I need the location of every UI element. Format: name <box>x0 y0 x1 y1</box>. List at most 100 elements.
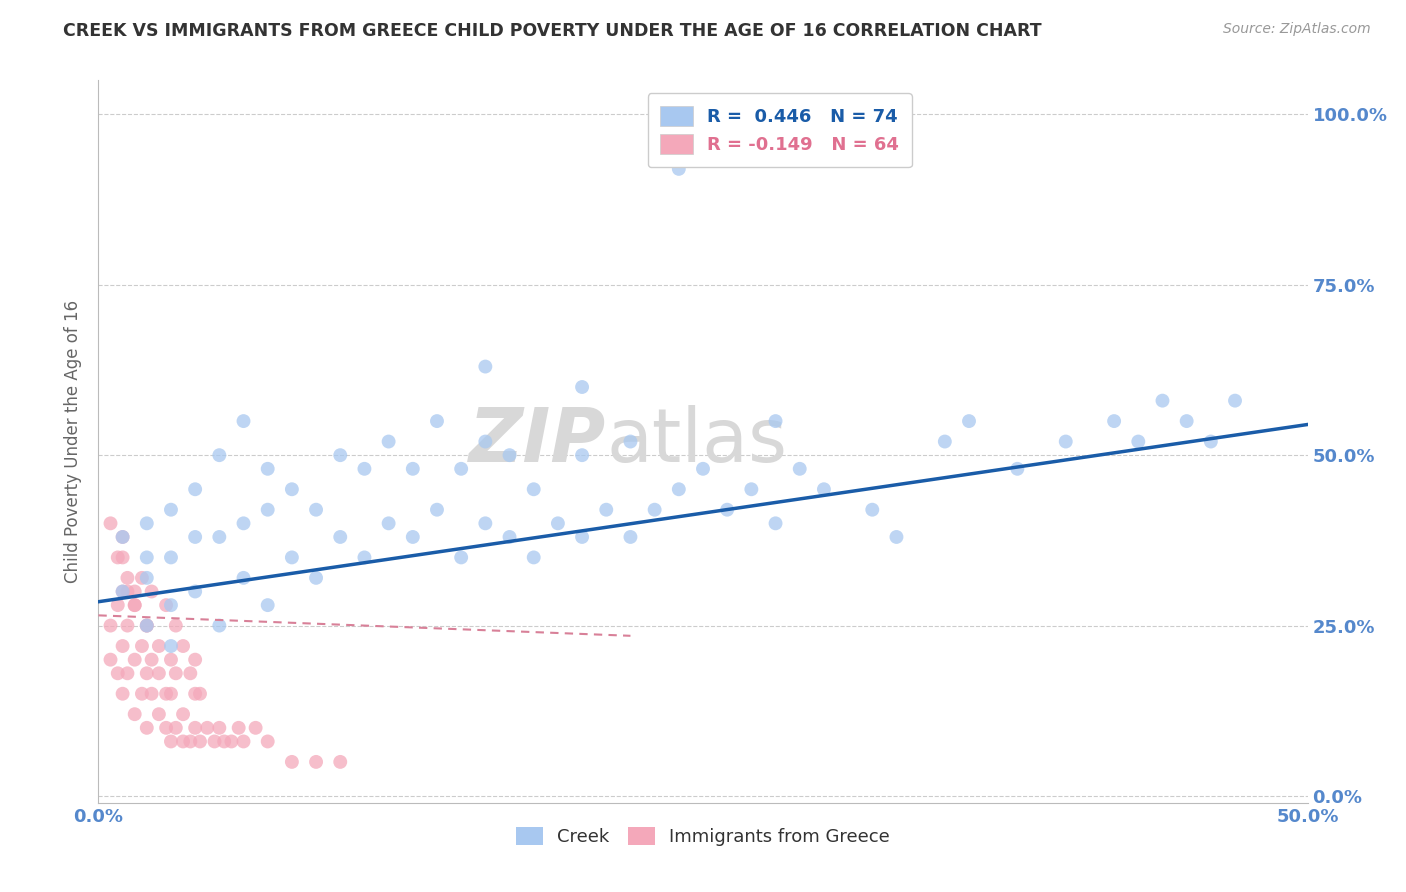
Legend: Creek, Immigrants from Greece: Creek, Immigrants from Greece <box>508 818 898 855</box>
Point <box>111 530 134 544</box>
Point <box>571 448 593 462</box>
Point <box>208 721 231 735</box>
Point <box>160 653 183 667</box>
Point <box>107 598 129 612</box>
Point <box>1152 393 1174 408</box>
Point <box>256 502 278 516</box>
Point <box>165 666 187 681</box>
Point <box>1199 434 1222 449</box>
Point <box>281 755 304 769</box>
Point <box>204 734 226 748</box>
Point <box>111 584 134 599</box>
Point <box>188 687 211 701</box>
Point <box>195 721 218 735</box>
Point <box>765 516 787 531</box>
Point <box>934 434 956 449</box>
Point <box>141 653 163 667</box>
Point <box>135 618 157 632</box>
Point <box>957 414 980 428</box>
Point <box>131 639 153 653</box>
Point <box>179 666 201 681</box>
Point <box>107 666 129 681</box>
Point <box>184 687 207 701</box>
Point <box>232 571 254 585</box>
Point <box>813 482 835 496</box>
Point <box>1054 434 1077 449</box>
Point <box>716 502 738 516</box>
Point <box>155 721 177 735</box>
Point <box>111 687 134 701</box>
Point <box>212 734 235 748</box>
Point <box>498 530 520 544</box>
Point <box>172 734 194 748</box>
Point <box>450 550 472 565</box>
Point <box>160 550 183 565</box>
Point <box>619 434 641 449</box>
Point <box>353 550 375 565</box>
Point <box>353 462 375 476</box>
Point <box>498 448 520 462</box>
Point <box>135 618 157 632</box>
Text: atlas: atlas <box>606 405 787 478</box>
Point <box>208 448 231 462</box>
Point <box>184 530 207 544</box>
Point <box>117 571 139 585</box>
Point <box>668 161 690 176</box>
Point <box>305 502 328 516</box>
Point <box>474 434 496 449</box>
Point <box>124 707 146 722</box>
Point <box>281 550 304 565</box>
Point <box>124 598 146 612</box>
Point <box>172 639 194 653</box>
Point <box>111 530 134 544</box>
Point <box>165 721 187 735</box>
Point <box>305 755 328 769</box>
Point <box>523 482 546 496</box>
Point <box>245 721 267 735</box>
Point <box>426 502 449 516</box>
Point <box>131 687 153 701</box>
Point <box>100 516 122 531</box>
Point <box>160 639 183 653</box>
Point <box>135 666 157 681</box>
Point <box>256 462 278 476</box>
Point <box>148 639 170 653</box>
Point <box>595 502 617 516</box>
Point <box>886 530 908 544</box>
Point <box>100 618 122 632</box>
Point <box>1007 462 1029 476</box>
Point <box>860 502 883 516</box>
Point <box>155 687 177 701</box>
Point <box>141 584 163 599</box>
Point <box>377 434 399 449</box>
Point <box>571 380 593 394</box>
Point <box>474 359 496 374</box>
Point <box>117 666 139 681</box>
Point <box>329 530 352 544</box>
Point <box>135 516 157 531</box>
Point <box>184 721 207 735</box>
Point <box>450 462 472 476</box>
Point <box>208 530 231 544</box>
Point <box>228 721 250 735</box>
Point <box>208 618 231 632</box>
Point <box>111 550 134 565</box>
Point <box>329 448 352 462</box>
Point <box>124 598 146 612</box>
Point <box>305 571 328 585</box>
Point <box>402 462 425 476</box>
Point <box>789 462 811 476</box>
Point <box>1128 434 1150 449</box>
Point <box>165 618 187 632</box>
Point <box>256 598 278 612</box>
Point <box>124 653 146 667</box>
Point <box>329 755 352 769</box>
Text: ZIP: ZIP <box>470 405 606 478</box>
Point <box>232 414 254 428</box>
Point <box>111 639 134 653</box>
Point <box>160 598 183 612</box>
Point <box>160 502 183 516</box>
Point <box>765 414 787 428</box>
Point <box>184 584 207 599</box>
Point <box>188 734 211 748</box>
